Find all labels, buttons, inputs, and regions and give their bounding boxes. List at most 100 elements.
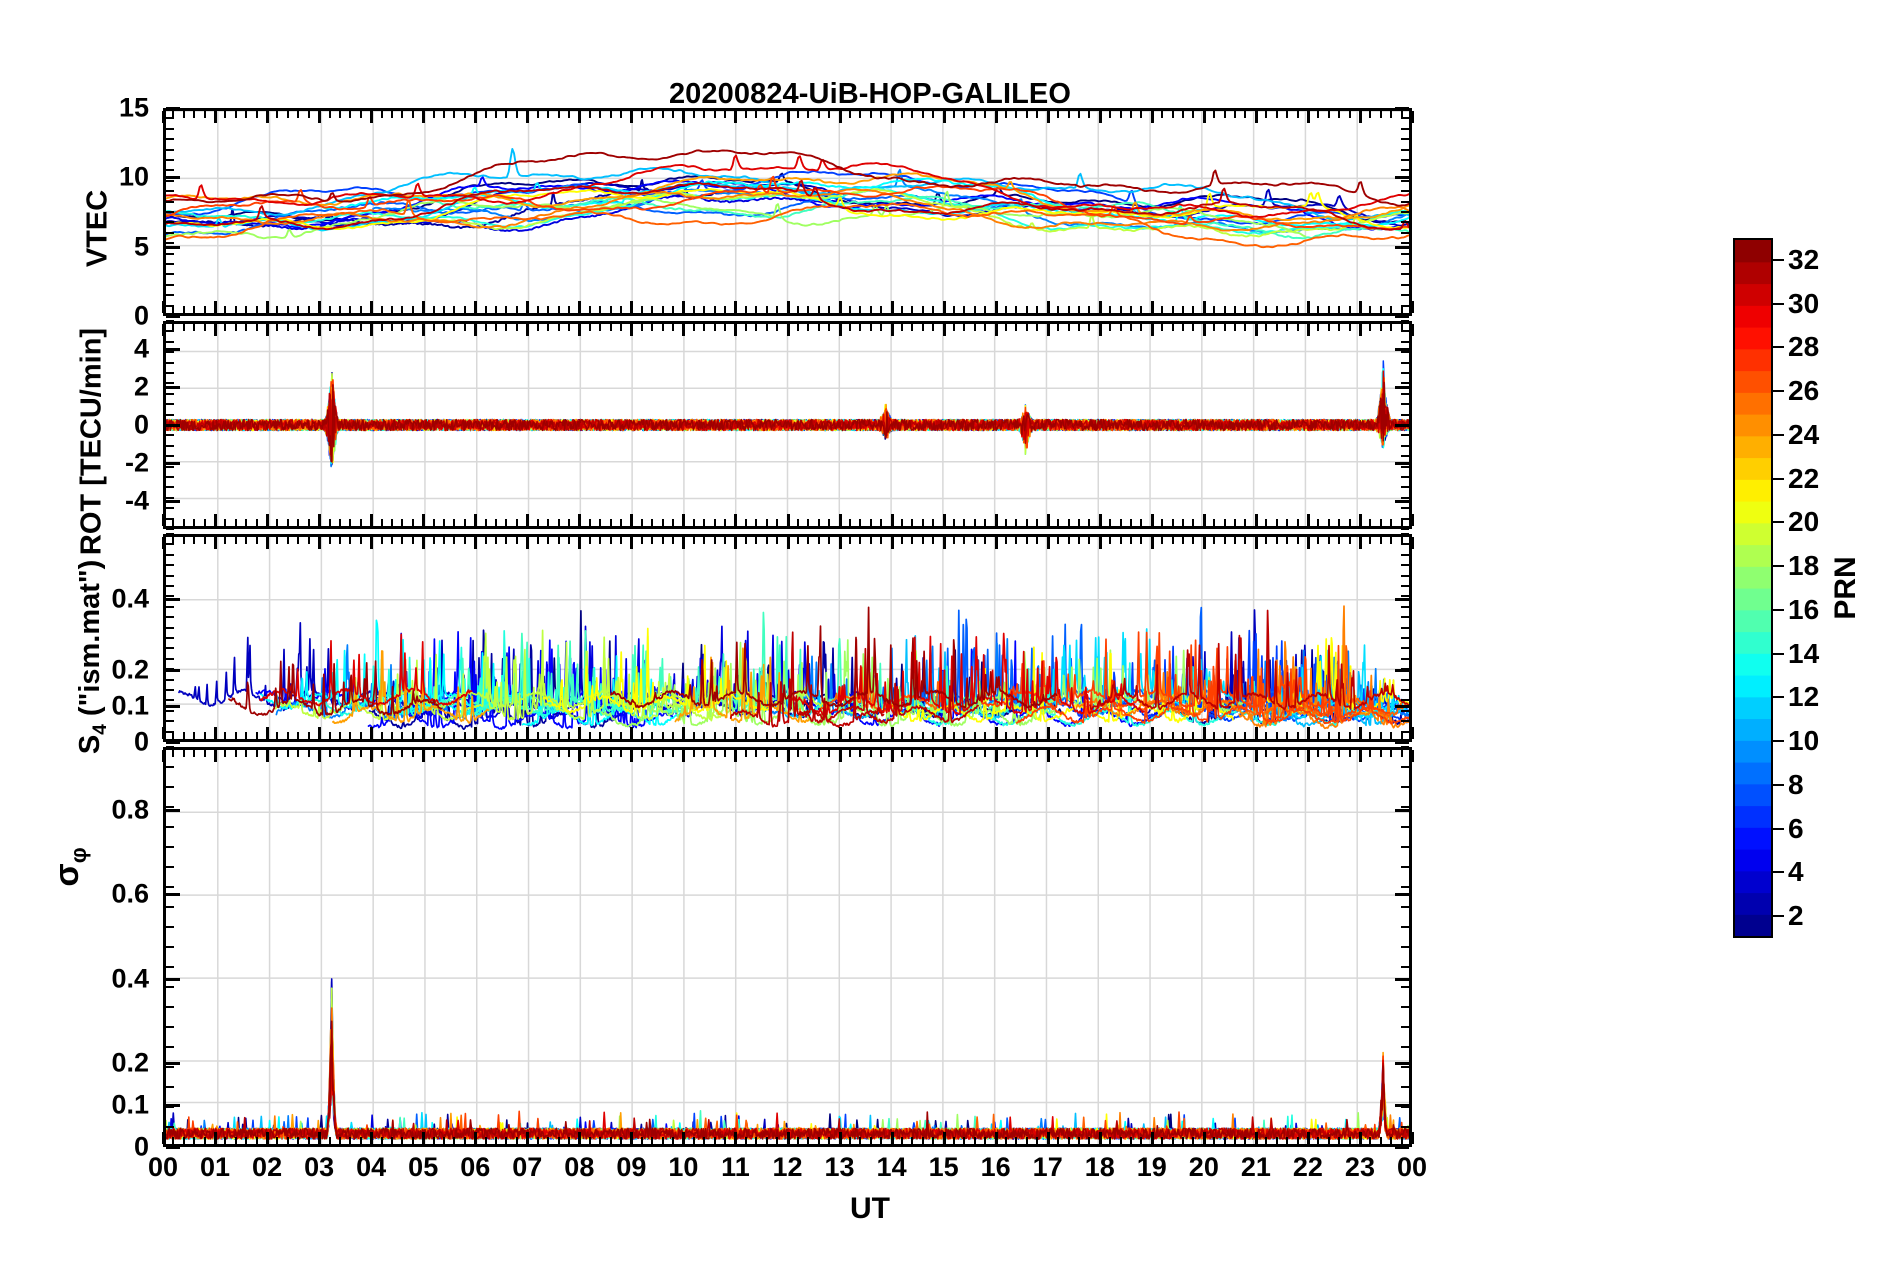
xtick-minor bbox=[692, 537, 695, 544]
xtick-minor bbox=[1182, 111, 1185, 118]
xtick-minor bbox=[567, 537, 570, 544]
xtick-mark bbox=[318, 111, 322, 123]
colorbar-label: PRN bbox=[1829, 556, 1862, 620]
xtick-minor bbox=[1286, 111, 1289, 118]
xtick-minor bbox=[588, 537, 591, 544]
xtick-minor bbox=[1327, 1137, 1330, 1144]
xtick-minor bbox=[973, 324, 976, 331]
xtick-minor bbox=[1286, 537, 1289, 544]
ytick-minor bbox=[166, 616, 174, 619]
xtick-mark bbox=[890, 111, 894, 123]
xtick-minor bbox=[755, 1137, 758, 1144]
xtick-minor bbox=[776, 537, 779, 544]
xtick-minor bbox=[547, 306, 550, 313]
xtick-minor bbox=[224, 537, 227, 544]
xtick-minor bbox=[848, 732, 851, 739]
ytick-minor bbox=[1401, 330, 1409, 333]
ytick-label-sigmaphi: 0.8 bbox=[111, 794, 149, 825]
xtick-mark bbox=[1046, 301, 1050, 313]
xtick-minor bbox=[828, 519, 831, 526]
xtick-minor bbox=[401, 750, 404, 757]
xtick-minor bbox=[1077, 1137, 1080, 1144]
xtick-minor bbox=[880, 537, 883, 544]
xtick-mark bbox=[786, 1132, 790, 1144]
xtick-mark bbox=[266, 727, 270, 739]
ytick-mark bbox=[166, 1061, 180, 1065]
xtick-minor bbox=[963, 306, 966, 313]
xtick-minor bbox=[307, 306, 310, 313]
xtick-minor bbox=[1015, 306, 1018, 313]
xtick-minor bbox=[255, 750, 258, 757]
xtick-minor bbox=[286, 519, 289, 526]
xtick-minor bbox=[1129, 519, 1132, 526]
ytick-minor bbox=[1401, 986, 1409, 988]
xtick-minor bbox=[349, 111, 352, 118]
xtick-label: 23 bbox=[1344, 1152, 1375, 1182]
ytick-minor bbox=[1401, 699, 1409, 702]
xtick-mark bbox=[214, 324, 218, 336]
ytick-label-rot: 2 bbox=[133, 371, 149, 402]
xtick-minor bbox=[744, 324, 747, 331]
xtick-minor bbox=[224, 1137, 227, 1144]
xtick-minor bbox=[1213, 732, 1216, 739]
xtick-mark bbox=[994, 750, 998, 762]
xtick-minor bbox=[1369, 732, 1372, 739]
xtick-minor bbox=[588, 306, 591, 313]
xtick-minor bbox=[724, 111, 727, 118]
ytick-minor bbox=[1401, 543, 1409, 546]
xtick-minor bbox=[817, 324, 820, 331]
xtick-minor bbox=[817, 519, 820, 526]
xtick-minor bbox=[672, 1137, 674, 1144]
xtick-minor bbox=[328, 750, 331, 757]
xtick-mark bbox=[838, 514, 842, 526]
xtick-mark bbox=[890, 750, 894, 762]
xtick-minor bbox=[1296, 519, 1299, 526]
xtick-minor bbox=[1265, 732, 1268, 739]
xtick-mark bbox=[526, 324, 530, 336]
xtick-minor bbox=[328, 1137, 331, 1144]
xtick-mark bbox=[266, 1132, 270, 1144]
xtick-minor bbox=[848, 750, 851, 757]
xtick-minor bbox=[224, 732, 227, 739]
xtick-mark bbox=[214, 750, 218, 762]
xtick-minor bbox=[276, 306, 279, 313]
xtick-mark bbox=[162, 301, 165, 313]
ytick-mark bbox=[166, 669, 180, 673]
xtick-minor bbox=[203, 732, 206, 739]
xtick-mark bbox=[994, 324, 998, 336]
xtick-minor bbox=[973, 1137, 976, 1144]
xtick-minor bbox=[401, 732, 404, 739]
xtick-minor bbox=[796, 1137, 799, 1144]
ytick-minor bbox=[166, 340, 174, 343]
xtick-minor bbox=[1057, 750, 1060, 757]
xtick-minor bbox=[1077, 111, 1080, 118]
xtick-mark bbox=[1098, 537, 1102, 549]
xtick-minor bbox=[1088, 324, 1091, 331]
xtick-minor bbox=[411, 111, 414, 118]
ytick-mark bbox=[166, 1103, 180, 1107]
xtick-minor bbox=[1265, 1137, 1268, 1144]
ytick-minor bbox=[166, 372, 174, 374]
xtick-minor bbox=[619, 111, 622, 118]
xtick-minor bbox=[880, 519, 883, 526]
ytick-minor bbox=[166, 330, 174, 333]
xtick-mark bbox=[942, 514, 946, 526]
xtick-minor bbox=[953, 750, 956, 757]
xtick-minor bbox=[1088, 537, 1091, 544]
xtick-minor bbox=[661, 750, 664, 757]
xtick-label: 18 bbox=[1084, 1152, 1115, 1182]
xtick-minor bbox=[1025, 750, 1028, 757]
colorbar-tick-label: 30 bbox=[1788, 287, 1820, 319]
xtick-minor bbox=[453, 306, 456, 313]
xtick-minor bbox=[307, 519, 310, 526]
ytick-minor bbox=[166, 138, 174, 141]
ytick-minor bbox=[1401, 806, 1409, 808]
xtick-minor bbox=[984, 111, 987, 118]
colorbar-tick-mark bbox=[1773, 827, 1784, 830]
ytick-minor bbox=[1401, 315, 1409, 317]
xtick-minor bbox=[1213, 111, 1216, 118]
xtick-minor bbox=[411, 537, 414, 544]
xtick-mark bbox=[1098, 111, 1102, 123]
xtick-minor bbox=[953, 537, 956, 544]
xtick-minor bbox=[1369, 111, 1372, 118]
